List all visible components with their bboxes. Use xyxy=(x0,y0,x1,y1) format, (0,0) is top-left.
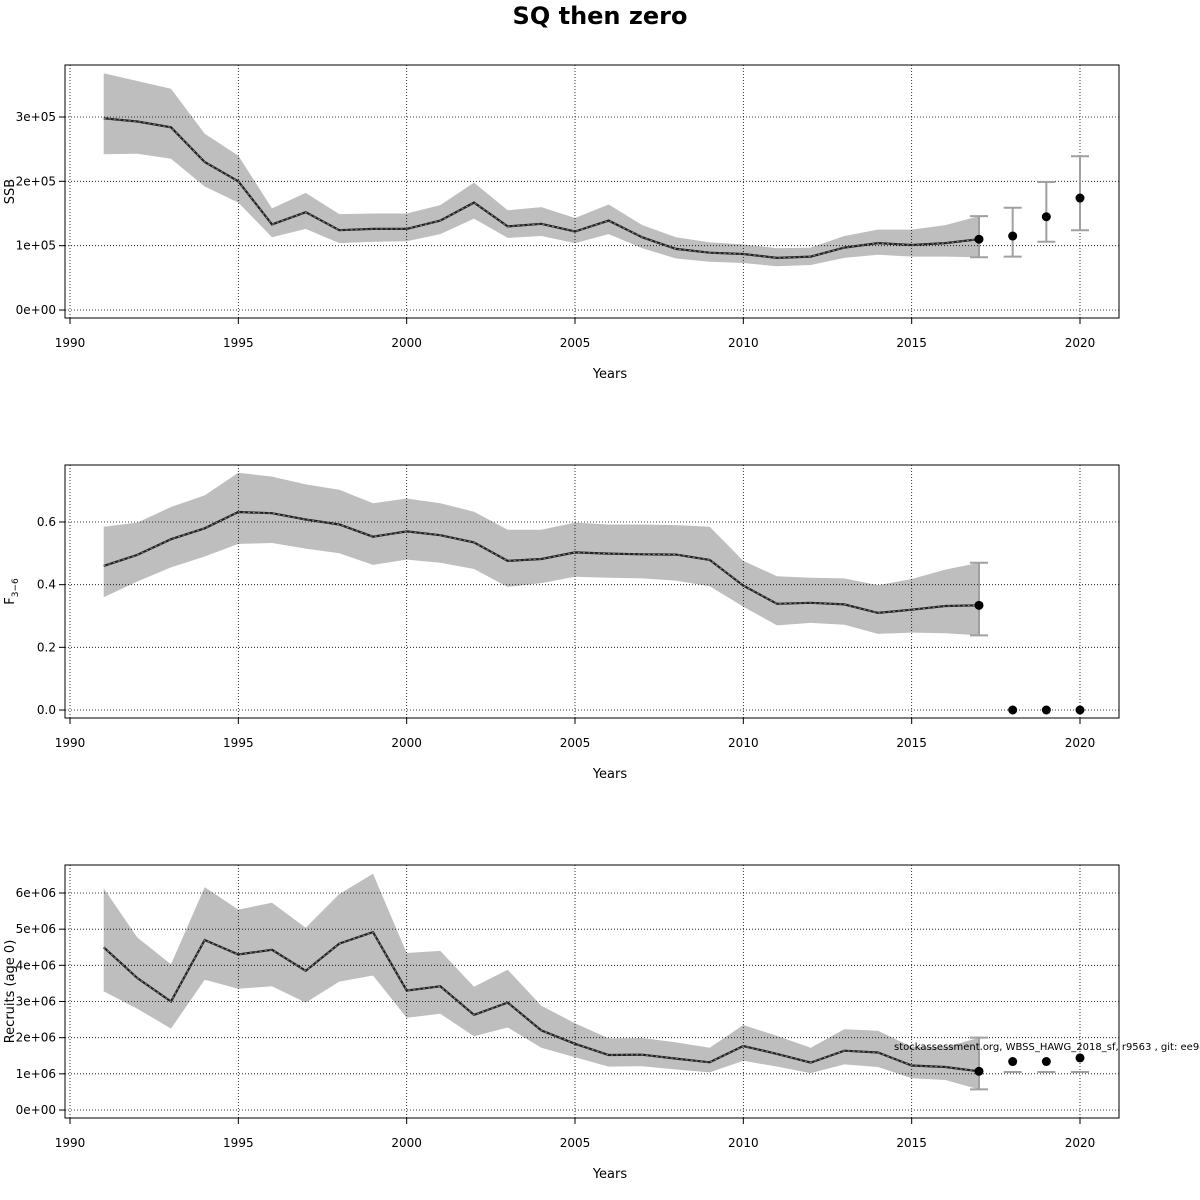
ssb-y-tick-label: 3e+05 xyxy=(16,110,56,124)
ssb-x-tick-label: 1990 xyxy=(55,336,86,350)
rec-plot-frame xyxy=(64,864,1120,1119)
ssb-x-tick-label: 2010 xyxy=(728,336,759,350)
rec-y-tick-label: 2e+06 xyxy=(16,1031,56,1045)
rec-forecast-point xyxy=(974,1066,984,1076)
ssb-x-tick-label: 2020 xyxy=(1065,336,1096,350)
ssb-estimate-line-dash xyxy=(103,117,980,259)
rec-forecast-point xyxy=(1041,1057,1051,1067)
ssb-y-axis-label: SSB xyxy=(3,179,18,204)
rec-y-tick-label: 4e+06 xyxy=(16,958,56,972)
fbar-y-tick-label: 0.0 xyxy=(37,703,56,717)
rec-x-tick-label: 2000 xyxy=(391,1136,422,1150)
ssb-forecast-point xyxy=(974,234,984,244)
ssb-y-tick-label: 1e+05 xyxy=(16,239,56,253)
rec-y-tick-label: 5e+06 xyxy=(16,922,56,936)
rec-x-axis-label: Years xyxy=(592,1167,628,1182)
rec-estimate-line xyxy=(102,930,980,1073)
rec-panel: 1990 1995 2000 2005 2010 2015 2020 0e+00 1e+06 2e… xyxy=(3,864,1120,1182)
ssb-confidence-band xyxy=(103,73,979,267)
rec-x-tick-label: 1990 xyxy=(55,1136,86,1150)
fbar-plot-frame xyxy=(64,464,1120,719)
ssb-y-tick-label: 2e+05 xyxy=(16,174,56,188)
fbar-x-tick-label: 1990 xyxy=(55,736,86,750)
fbar-forecast-point xyxy=(1041,705,1051,715)
fbar-y-axis-label-subscript: 3−6 xyxy=(11,578,21,597)
rec-forecast-point xyxy=(1075,1053,1085,1063)
ssb-x-tick-label: 2000 xyxy=(391,336,422,350)
rec-y-tick-label: 3e+06 xyxy=(16,995,56,1009)
rec-forecast-point xyxy=(1008,1057,1018,1067)
fbar-y-axis-label: F3−6 xyxy=(3,578,21,605)
ssb-x-tick-label: 1995 xyxy=(223,336,254,350)
rec-y-tick-label: 1e+06 xyxy=(16,1067,56,1081)
fbar-forecast-point xyxy=(1075,705,1085,715)
fbar-x-tick-label: 2010 xyxy=(728,736,759,750)
rec-x-tick-label: 2005 xyxy=(560,1136,591,1150)
fbar-x-tick-label: 2015 xyxy=(896,736,927,750)
chart-panels: 1990 1995 2000 2005 2010 2015 2020 0e+00 1e+05 2e… xyxy=(3,64,1120,1182)
ssb-x-tick-label: 2005 xyxy=(560,336,591,350)
fbar-x-tick-label: 2005 xyxy=(560,736,591,750)
fbar-x-tick-label: 2020 xyxy=(1065,736,1096,750)
ssb-x-tick-label: 2015 xyxy=(896,336,927,350)
rec-x-tick-label: 1995 xyxy=(223,1136,254,1150)
ssb-forecast-point xyxy=(1041,212,1051,222)
fbar-y-axis-label-main: F xyxy=(3,597,18,604)
fbar-estimate-line-dash xyxy=(103,511,980,614)
ssb-plot-frame xyxy=(64,64,1120,319)
ssb-y-axis-label-main: SSB xyxy=(3,179,18,204)
rec-estimate-line-dash xyxy=(103,931,980,1072)
rec-x-tick-label: 2020 xyxy=(1065,1136,1096,1150)
fbar-forecast-point xyxy=(1008,705,1018,715)
rec-x-tick-label: 2010 xyxy=(728,1136,759,1150)
ssb-x-axis-label: Years xyxy=(592,367,628,382)
ssb-panel: 1990 1995 2000 2005 2010 2015 2020 0e+00 1e+05 2e… xyxy=(3,64,1120,382)
ssb-forecast-point xyxy=(1075,193,1085,203)
fbar-panel: 1990 1995 2000 2005 2010 2015 2020 0.0 0.2 0.4 0.6… xyxy=(3,464,1120,782)
fbar-y-tick-label: 0.2 xyxy=(37,640,56,654)
fbar-x-axis-label: Years xyxy=(592,767,628,782)
fbar-x-tick-label: 1995 xyxy=(223,736,254,750)
fbar-y-tick-label: 0.6 xyxy=(37,515,56,529)
rec-y-axis-label-main: Recruits (age 0) xyxy=(3,940,18,1044)
fbar-forecast-point xyxy=(974,600,984,610)
rec-y-axis-label: Recruits (age 0) xyxy=(3,940,18,1044)
source-footnote: stockassessment.org, WBSS_HAWG_2018_sf, … xyxy=(894,1042,1200,1053)
figure-title: SQ then zero xyxy=(513,2,688,30)
ssb-forecast-point xyxy=(1008,231,1018,241)
fbar-y-tick-label: 0.4 xyxy=(37,578,56,592)
fbar-confidence-band xyxy=(103,472,979,636)
rec-y-tick-label: 0e+00 xyxy=(16,1103,56,1117)
rec-x-tick-label: 2015 xyxy=(896,1136,927,1150)
rec-y-tick-label: 6e+06 xyxy=(16,886,56,900)
rec-confidence-band xyxy=(103,873,979,1090)
ssb-y-tick-label: 0e+00 xyxy=(16,303,56,317)
fbar-x-tick-label: 2000 xyxy=(391,736,422,750)
